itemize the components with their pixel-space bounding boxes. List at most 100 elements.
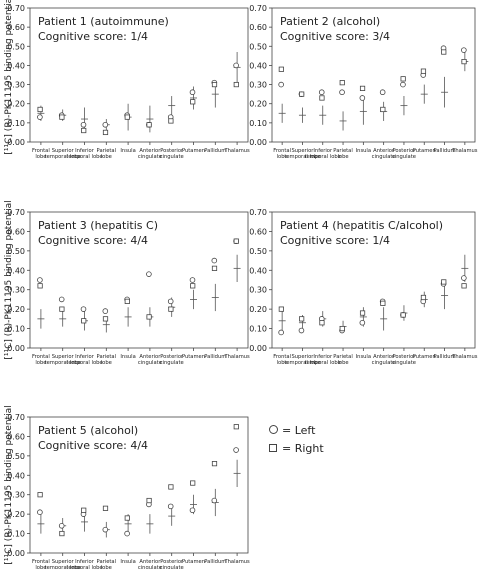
x-tick-label-line: Frontal: [32, 559, 50, 565]
x-tick-label-line: Thalamus: [451, 354, 478, 360]
x-tick-label-line: Posterior: [392, 148, 416, 154]
panel-subtitle: Cognitive score: 4/4: [38, 439, 148, 452]
x-tick-label: Thalamus: [451, 148, 478, 154]
x-tick-label-line: temporal lobe: [66, 565, 102, 569]
x-tick-label-line: Frontal: [32, 354, 50, 360]
x-tick-label-line: Inferior: [75, 354, 95, 360]
x-tick-label: Posterior cingulate: [392, 354, 416, 366]
right-point: [400, 76, 406, 82]
y-axis-title: [¹¹C] (R)-PK11195 binding potential: [4, 0, 14, 155]
right-point: [59, 306, 65, 312]
x-tick-label: Pallidum: [434, 354, 456, 360]
x-tick-label-line: Putamen: [182, 148, 205, 154]
panel-subtitle: Cognitive score: 1/4: [280, 234, 390, 247]
x-tick-label-line: lobe: [101, 154, 112, 160]
y-tick-label: 0.00: [7, 138, 25, 147]
left-point: [102, 121, 109, 128]
x-tick-label-line: Parietal: [333, 354, 353, 360]
x-tick-label: Thalamus: [223, 559, 250, 565]
x-tick-label: Frontal lobe: [273, 354, 291, 366]
panel-title: Patient 2 (alcohol): [280, 15, 380, 28]
x-tick-label: Parietal lobe: [97, 148, 117, 160]
right-point: [299, 316, 305, 322]
x-tick-label-line: Putamen: [182, 559, 205, 565]
x-tick-label-line: temporal lobe: [66, 154, 102, 160]
x-tick-label: Superior temporal lobe: [45, 559, 81, 569]
x-tick-label: Frontal lobe: [32, 148, 50, 160]
left-point: [233, 62, 239, 69]
x-tick-label-line: temporal lobe: [284, 154, 320, 160]
left-point: [37, 509, 43, 516]
left-point: [58, 296, 65, 303]
x-tick-label-line: cingulate: [160, 154, 184, 160]
x-tick-label: Putamen: [182, 559, 205, 565]
x-tick-label-line: Frontal: [273, 148, 291, 154]
y-tick-label: 0.00: [7, 344, 25, 353]
x-tick-label-line: cingulate: [392, 360, 416, 366]
x-tick-label-line: Frontal: [32, 148, 50, 154]
x-tick-label-line: Pallidum: [204, 354, 226, 360]
x-tick-label: Frontal lobe: [32, 559, 50, 569]
right-point: [37, 492, 43, 498]
x-tick-label-line: lobe: [277, 154, 288, 160]
left-point: [58, 522, 65, 529]
x-tick-label-line: Anterior: [139, 559, 161, 565]
left-point: [80, 306, 87, 312]
x-tick-label: Putamen: [413, 354, 436, 360]
y-tick-label: 0.00: [249, 138, 267, 147]
y-tick-label: 0.50: [249, 42, 267, 51]
x-tick-label: Inferior temporal lobe: [66, 354, 102, 366]
x-tick-label-line: cingulate: [372, 360, 396, 366]
x-tick-label: Superior temporal lobe: [45, 148, 81, 160]
x-tick-label-line: Thalamus: [223, 559, 250, 565]
x-tick-label-line: Posterior: [392, 354, 416, 360]
x-tick-label: Insula: [120, 354, 135, 360]
x-tick-label-line: lobe: [337, 154, 348, 160]
x-tick-label: Posterior cingulate: [160, 354, 184, 366]
right-point: [59, 530, 65, 537]
x-tick-label: Anterior cingulate: [138, 354, 162, 366]
y-tick-label: 0.30: [7, 286, 25, 295]
y-tick-label: 0.60: [249, 227, 267, 236]
x-tick-label: Insula: [120, 559, 135, 565]
x-tick-label: Pallidum: [204, 559, 226, 565]
y-tick-label: 0.20: [7, 510, 25, 519]
left-point: [189, 277, 196, 283]
legend-label-left: = Left: [282, 423, 316, 437]
legend-label-right: = Right: [282, 441, 324, 455]
y-tick-label: 0.30: [249, 81, 267, 90]
right-point: [461, 59, 467, 65]
right-point: [339, 80, 345, 86]
x-tick-label-line: lobe: [35, 154, 46, 160]
left-point: [278, 81, 284, 88]
x-tick-label-line: temporal lobe: [45, 154, 81, 160]
y-tick-label: 0.60: [7, 227, 25, 236]
x-tick-label: Inferior temporal lobe: [305, 148, 341, 160]
left-point: [124, 530, 130, 537]
x-tick-label-line: Pallidum: [204, 148, 226, 154]
right-point: [146, 497, 152, 504]
x-tick-label: Putamen: [182, 354, 205, 360]
y-tick-label: 0.40: [249, 61, 267, 70]
right-point: [124, 298, 130, 304]
right-point: [278, 306, 284, 312]
y-tick-label: 0.40: [7, 266, 25, 275]
x-tick-label: Thalamus: [451, 354, 478, 360]
x-tick-label-line: Posterior: [160, 354, 184, 360]
x-tick-label: Inferior temporal lobe: [66, 148, 102, 160]
right-point: [233, 424, 239, 430]
x-tick-label: Parietal lobe: [333, 148, 353, 160]
left-point: [233, 447, 239, 453]
x-tick-label-line: Pallidum: [434, 354, 456, 360]
panel-title: Patient 5 (alcohol): [38, 424, 138, 437]
y-tick-label: 0.20: [249, 100, 267, 109]
x-tick-label-line: Inferior: [313, 148, 333, 154]
x-tick-label: Pallidum: [204, 148, 226, 154]
plot-frame: [271, 211, 476, 349]
y-tick-label: 0.50: [7, 452, 25, 461]
right-point: [81, 318, 87, 324]
right-point: [81, 507, 87, 513]
left-point: [37, 114, 43, 120]
square-marker-icon: [268, 442, 278, 455]
y-tick-label: 0.10: [249, 325, 267, 334]
